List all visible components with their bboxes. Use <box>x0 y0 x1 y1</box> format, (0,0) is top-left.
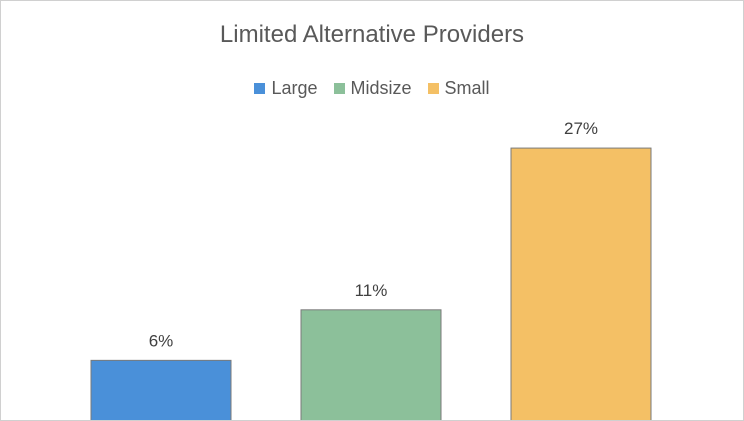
legend-swatch-midsize <box>333 83 345 94</box>
legend-label-small: Small <box>444 78 490 98</box>
legend-item-large: Large <box>254 78 318 99</box>
legend-swatch-small <box>427 83 439 94</box>
legend-swatch-large <box>254 83 266 94</box>
legend-label-midsize: Midsize <box>350 78 412 98</box>
bar-midsize <box>300 309 442 420</box>
chart-legend: Large Midsize Small <box>1 78 743 99</box>
bar-large <box>90 359 232 420</box>
chart-title: Limited Alternative Providers <box>219 21 525 48</box>
legend-item-small: Small <box>427 78 490 99</box>
data-label-small: 27% <box>564 119 598 138</box>
legend-label-large: Large <box>271 78 318 98</box>
legend-item-midsize: Midsize <box>333 78 412 99</box>
bar-small <box>510 147 652 420</box>
data-label-large: 6% <box>149 331 174 350</box>
data-label-midsize: 11% <box>355 281 388 300</box>
